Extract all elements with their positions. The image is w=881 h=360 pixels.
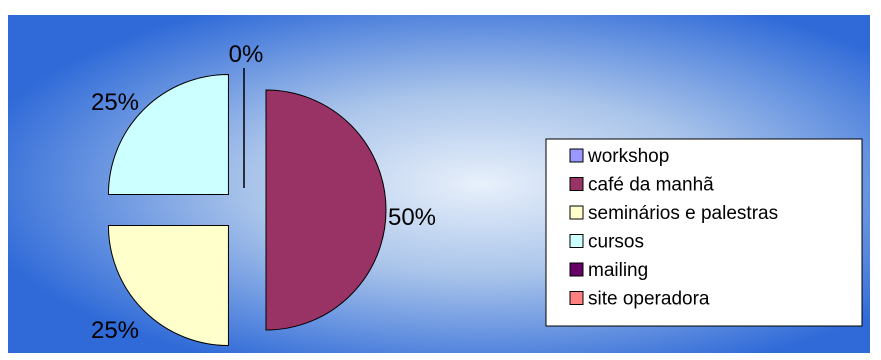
legend-label-site-operadora: site operadora [588,289,710,310]
value-label-cursos: 25% [91,89,139,116]
legend-label-semin-rios-e-palestras: seminários e palestras [588,203,778,224]
value-label-caf-da-manh-: 50% [388,204,436,231]
legend-swatch-mailing [569,262,584,277]
legend-label-mailing: mailing [588,260,648,281]
pie-value-labels: 0% 50% 25% 25% [91,41,436,344]
legend: workshop café da manhã seminários e palest… [545,138,863,327]
pie-slices [107,68,387,347]
legend-swatch-site-operadora [569,291,584,305]
slice-cursos [107,73,229,195]
legend-label-workshop: workshop [587,146,669,167]
legend-label-caf-da-manh-: café da manhã [588,175,714,196]
slice-caf-da-manh- [265,89,387,331]
legend-label-cursos: cursos [588,232,644,253]
legend-box [545,138,863,327]
value-label-semin-rios-e-palestras: 25% [91,317,139,344]
legend-swatch-workshop [569,148,584,163]
slice-semin-rios-e-palestras [107,225,229,347]
legend-swatch-cursos [569,234,584,248]
legend-swatch-caf-da-manh- [569,177,584,191]
legend-swatch-semin-rios-e-palestras [569,205,584,220]
value-label-workshop: 0% [229,41,264,68]
